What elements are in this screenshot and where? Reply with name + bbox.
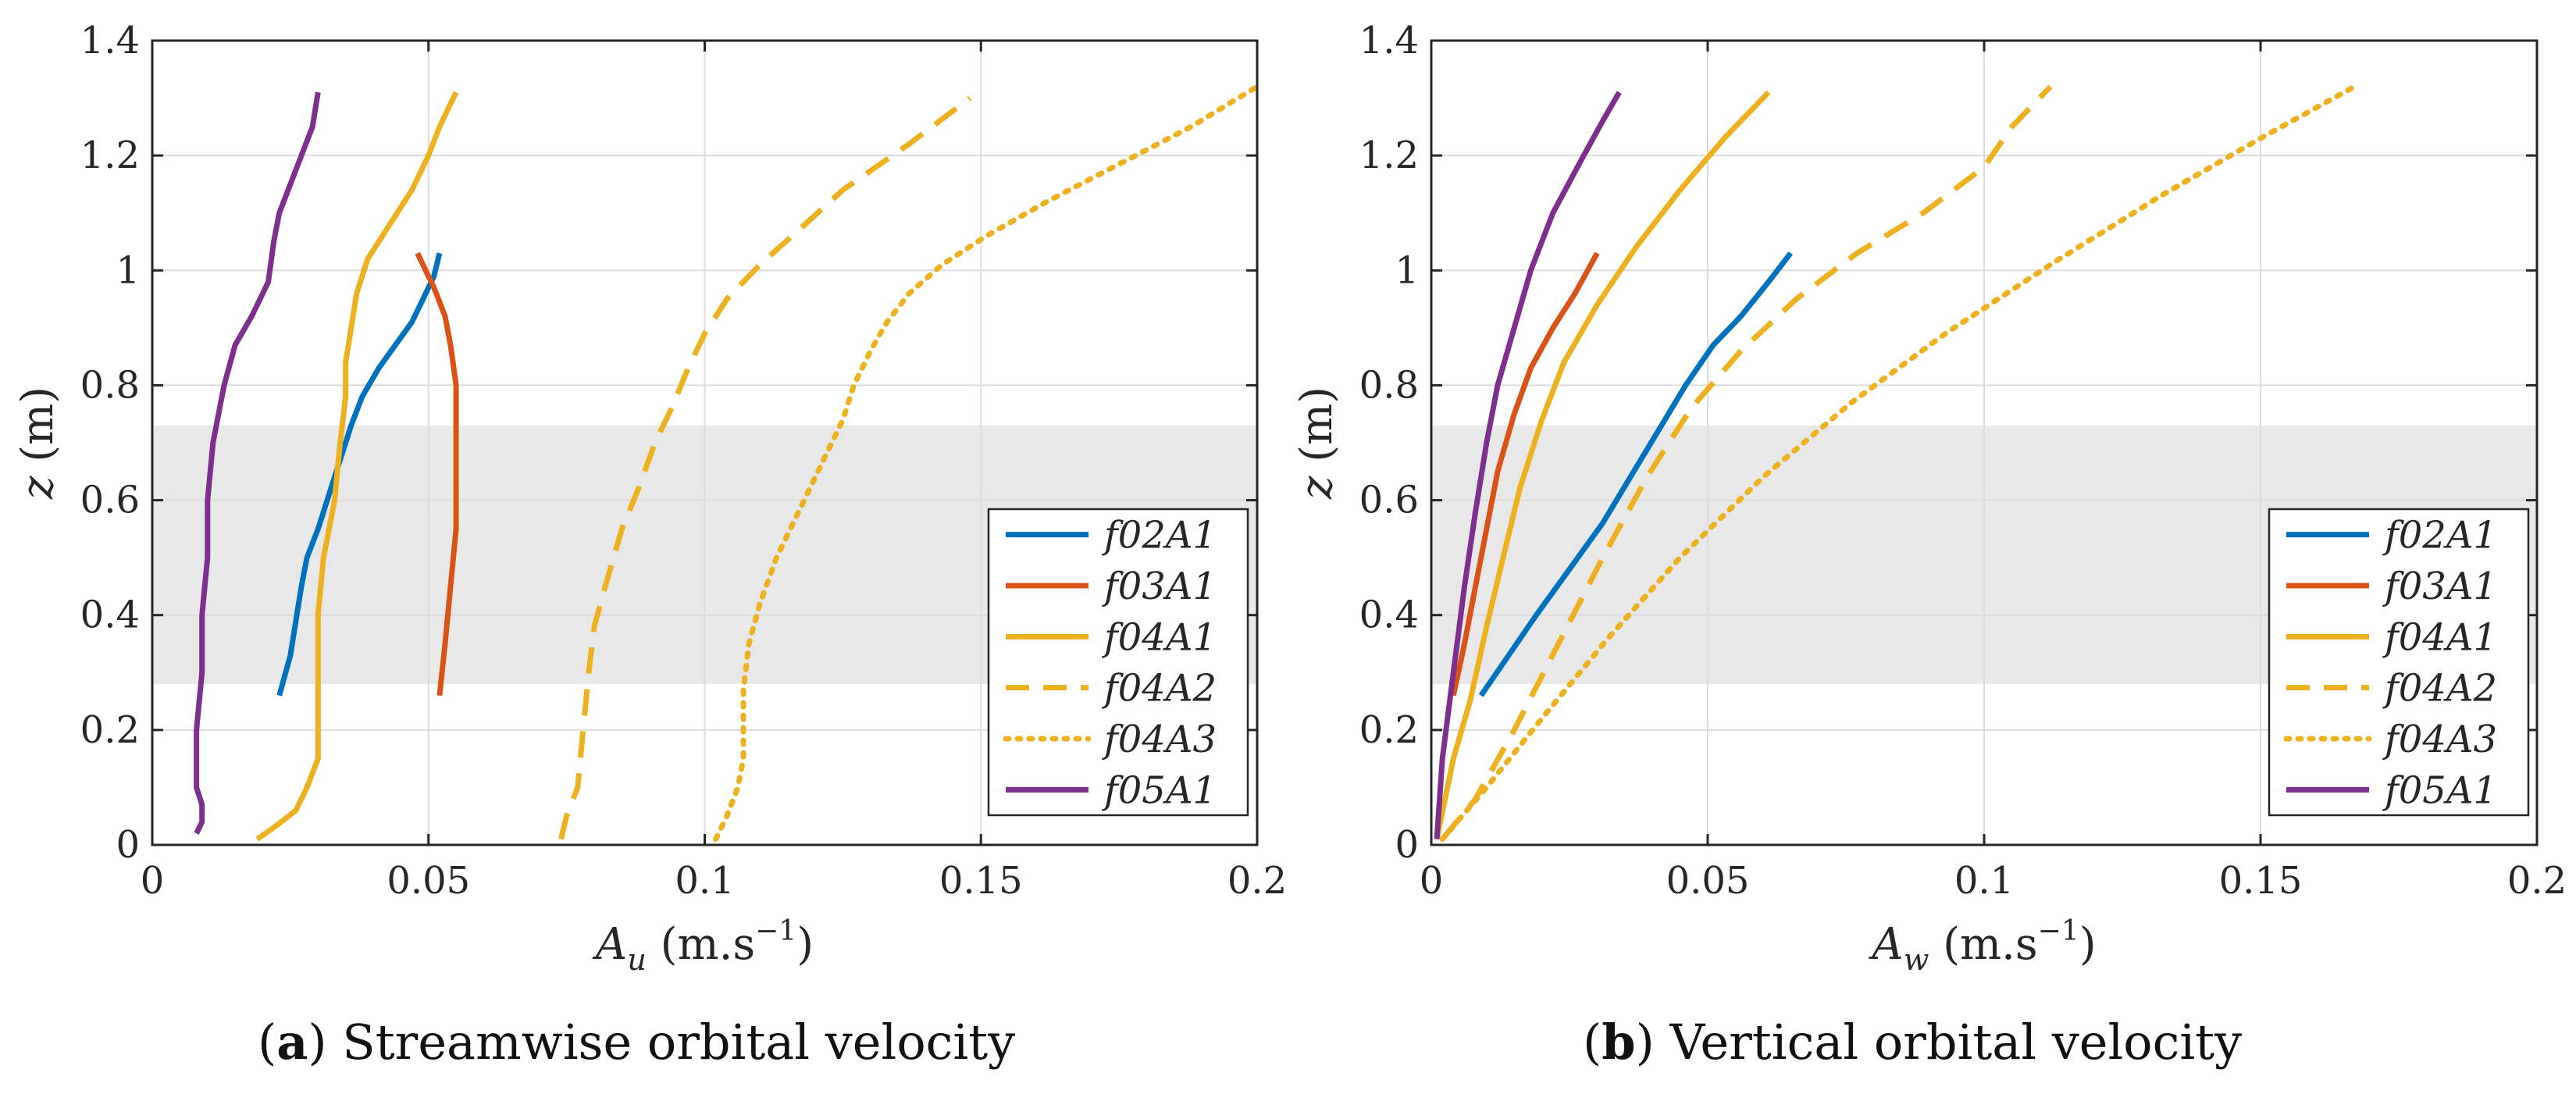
series-line-f02A1 (276, 252, 443, 697)
y-tick-label: 0.4 (1359, 593, 1419, 637)
legend-box (987, 508, 1249, 817)
y-tick-label: 1.4 (80, 19, 140, 62)
y-axis-label-symbol: z (1292, 476, 1342, 500)
y-tick-label: 0 (1395, 823, 1419, 867)
x-tick-label: 0.05 (387, 859, 470, 903)
y-tick-label: 0.6 (1359, 479, 1419, 522)
series-line-f04A3 (713, 84, 1260, 843)
series-line-f04A3 (1439, 84, 2357, 843)
series-line-f04A1 (255, 91, 459, 842)
x-axis-label-subscript: w (1904, 943, 1929, 977)
series-line-f03A1 (1450, 251, 1600, 697)
legend-label-f02A1: f02A1 (1102, 514, 1217, 558)
x-axis-label-unit-close: ) (2079, 919, 2097, 970)
y-tick-label: 0 (116, 823, 140, 867)
x-axis-label-unit: (m.s (647, 919, 755, 970)
legend-box (2268, 508, 2530, 817)
x-axis-label-unit-close: ) (796, 919, 814, 970)
y-axis-label-unit: (m) (12, 387, 63, 476)
x-tick-label: 0.1 (1954, 859, 2014, 903)
caption-a-text: Streamwise orbital velocity (342, 1014, 1016, 1071)
caption-b-tag: b (1602, 1014, 1636, 1071)
y-tick-label: 0.6 (80, 479, 140, 522)
y-tick-label: 1.2 (1359, 134, 1419, 177)
x-axis-label-unit: (m.s (1929, 919, 2037, 970)
x-axis-label-exponent: −1 (2038, 915, 2079, 947)
x-axis-label: Aw (m.s−1) (1868, 915, 2096, 977)
legend-label-f05A1: f05A1 (1102, 768, 1217, 812)
legend-label-f04A3: f04A3 (2382, 718, 2497, 761)
y-tick-label: 0.8 (80, 363, 140, 407)
series-line-f04A2 (1440, 84, 2053, 841)
y-tick-label: 1 (1395, 248, 1419, 292)
legend-label-f03A1: f03A1 (1102, 565, 1217, 608)
y-axis-label: z (m) (12, 387, 63, 500)
x-tick-label: 0.05 (1666, 859, 1750, 903)
legend-label-f03A1: f03A1 (2382, 565, 2497, 608)
legend-label-f04A3: f04A3 (1102, 718, 1217, 761)
legend-label-f04A2: f04A2 (2382, 667, 2497, 711)
legend: f02A1 f03A1 f04A1 f04A2 f04A3 f05A1 (2268, 508, 2530, 817)
x-tick-label: 0.15 (939, 859, 1023, 903)
x-axis-label-exponent: −1 (755, 915, 796, 947)
x-tick-label: 0.1 (675, 859, 734, 903)
x-tick-label: 0.2 (2507, 859, 2567, 903)
panel-a: 0 0.05 0.1 0.15 0.2 0 0.2 0.4 0.6 0.8 1 1.2 1.4 Au (m… (12, 19, 1287, 977)
legend-label-f02A1: f02A1 (2382, 514, 2497, 558)
legend-label-f05A1: f05A1 (2382, 768, 2497, 812)
series-line-f03A1 (415, 251, 459, 697)
legend-label-f04A1: f04A1 (1102, 615, 1217, 659)
caption-b: (b) Vertical orbital velocity (1583, 1014, 2243, 1071)
legend: f02A1 f03A1 f04A1 f04A2 f04A3 f05A1 (987, 508, 1249, 817)
y-tick-label: 0.2 (1359, 708, 1419, 752)
series-line-f05A1 (194, 91, 321, 835)
legend-label-f04A1: f04A1 (2382, 615, 2497, 659)
series-line-f02A1 (1478, 251, 1793, 697)
legend-label-f04A2: f04A2 (1102, 667, 1217, 711)
caption-a: (a) Streamwise orbital velocity (258, 1014, 1016, 1071)
panel-b: 0 0.05 0.1 0.15 0.2 0 0.2 0.4 0.6 0.8 1 1.2 1.4 Aw (m… (1292, 19, 2567, 977)
x-tick-label: 0.2 (1227, 859, 1287, 903)
y-axis-label-symbol: z (12, 476, 63, 500)
y-axis-label-unit: (m) (1292, 387, 1342, 476)
series-line-f05A1 (1434, 91, 1622, 839)
x-axis-label-symbol: A (1868, 919, 1903, 970)
y-tick-label: 0.8 (1359, 363, 1419, 407)
x-tick-label: 0 (141, 859, 165, 903)
y-tick-label: 0.4 (80, 593, 140, 637)
y-tick-label: 1.4 (1359, 19, 1419, 62)
caption-b-text: Vertical orbital velocity (1669, 1014, 2243, 1071)
x-tick-label: 0 (1420, 859, 1444, 903)
x-axis-label-symbol: A (592, 919, 627, 970)
x-axis-label-subscript: u (627, 943, 646, 977)
series-line-f04A1 (1434, 90, 1771, 840)
x-tick-label: 0.15 (2219, 859, 2303, 903)
x-axis-label: Au (m.s−1) (592, 915, 814, 977)
y-tick-label: 1 (116, 248, 140, 292)
y-tick-label: 1.2 (80, 134, 140, 177)
caption-a-tag: a (276, 1014, 308, 1071)
y-axis-label: z (m) (1292, 387, 1342, 500)
y-tick-label: 0.2 (80, 708, 140, 752)
